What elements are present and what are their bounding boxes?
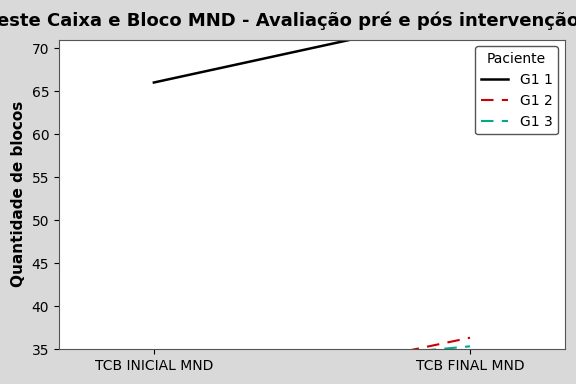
G1 2 — [431, 343, 438, 348]
G1 3 — [354, 354, 361, 359]
G1 3 — [290, 360, 297, 364]
G1 2 — [343, 361, 350, 366]
G1 1 — [366, 33, 373, 38]
G1 3 — [431, 347, 438, 352]
G1 3 — [150, 372, 157, 377]
G1 2 — [354, 359, 361, 363]
G1 3 — [366, 353, 373, 358]
Legend: G1 1, G1 2, G1 3: G1 1, G1 2, G1 3 — [475, 46, 558, 134]
G1 2 — [366, 356, 373, 361]
G1 3 — [343, 355, 350, 360]
G1 2 — [467, 335, 473, 340]
G1 2 — [339, 362, 346, 367]
G1 2 — [290, 372, 297, 377]
G1 1 — [290, 50, 297, 54]
G1 1 — [150, 80, 157, 85]
Line: G1 1: G1 1 — [154, 14, 470, 83]
G1 1 — [343, 38, 350, 43]
Title: Teste Caixa e Bloco MND - Avaliação pré e pós intervenção Xbox: Teste Caixa e Bloco MND - Avaliação pré … — [0, 11, 576, 30]
G1 3 — [339, 356, 346, 360]
Line: G1 2: G1 2 — [154, 338, 470, 384]
G1 3 — [467, 344, 473, 349]
Y-axis label: Quantidade de blocos: Quantidade de blocos — [11, 101, 26, 288]
G1 1 — [431, 19, 438, 24]
G1 1 — [339, 39, 346, 44]
G1 1 — [354, 36, 361, 40]
G1 1 — [467, 12, 473, 16]
Line: G1 3: G1 3 — [154, 346, 470, 375]
